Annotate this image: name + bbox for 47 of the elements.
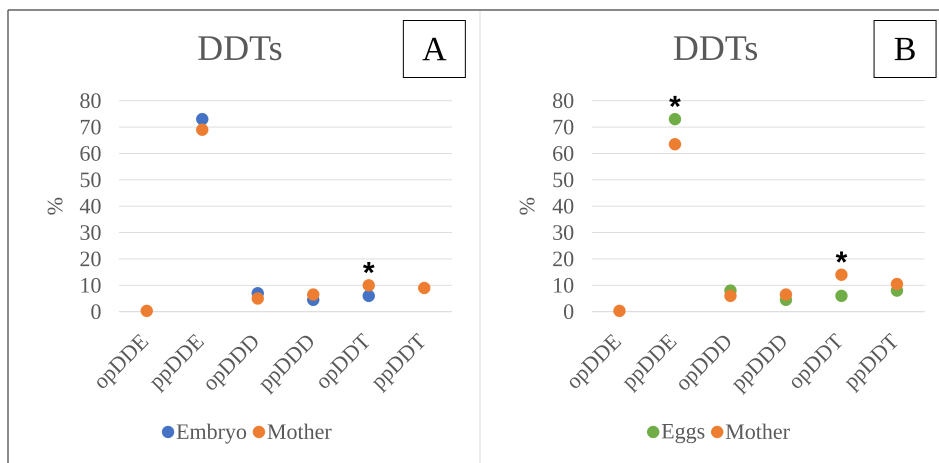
point bbox=[307, 288, 320, 301]
point bbox=[362, 279, 375, 292]
point bbox=[196, 124, 208, 136]
point bbox=[196, 112, 208, 126]
point bbox=[613, 304, 626, 318]
point bbox=[668, 138, 682, 150]
y-axis-title: % bbox=[520, 198, 535, 215]
y-tick-label: 80 bbox=[80, 93, 101, 108]
text: A bbox=[422, 38, 446, 60]
y-tick-label: 30 bbox=[80, 225, 101, 240]
y-tick-label: 30 bbox=[553, 225, 574, 240]
y-tick-label: 70 bbox=[554, 120, 574, 134]
point bbox=[835, 268, 848, 281]
legend-label: Embryo bbox=[176, 424, 246, 444]
y-tick-label: 20 bbox=[80, 252, 101, 266]
y-tick-label: 40 bbox=[552, 198, 574, 214]
legend-label: Eggs bbox=[662, 424, 704, 444]
y-tick-label: 0 bbox=[564, 304, 574, 320]
y-tick-label: 40 bbox=[80, 198, 101, 214]
y-tick-label: 60 bbox=[80, 146, 101, 161]
annotation: * bbox=[836, 251, 848, 263]
point bbox=[724, 290, 737, 302]
chart-title: DDTs bbox=[674, 36, 758, 60]
point bbox=[668, 112, 682, 126]
point bbox=[362, 290, 375, 302]
point bbox=[780, 288, 792, 301]
legend-label: Mother bbox=[268, 424, 332, 440]
y-tick-label: 50 bbox=[80, 172, 101, 188]
point bbox=[252, 292, 264, 305]
y-tick-label: 20 bbox=[553, 252, 574, 266]
y-tick-label: 80 bbox=[553, 93, 574, 108]
legend-label: Mother bbox=[726, 424, 790, 440]
y-tick-label: 0 bbox=[91, 304, 101, 320]
y-tick-label: 50 bbox=[553, 172, 574, 188]
y-tick-label: 60 bbox=[553, 146, 574, 161]
annotation: * bbox=[363, 262, 375, 274]
chart-title: DDTs bbox=[198, 36, 282, 60]
y-tick-label: 10 bbox=[554, 278, 574, 293]
point bbox=[140, 304, 153, 318]
text: B bbox=[894, 38, 915, 60]
point bbox=[835, 290, 848, 302]
point bbox=[418, 282, 430, 294]
annotation: * bbox=[669, 96, 681, 108]
point bbox=[890, 278, 904, 290]
y-tick-label: 70 bbox=[80, 120, 101, 134]
y-axis-title: % bbox=[48, 198, 63, 215]
y-tick-label: 10 bbox=[81, 278, 101, 293]
